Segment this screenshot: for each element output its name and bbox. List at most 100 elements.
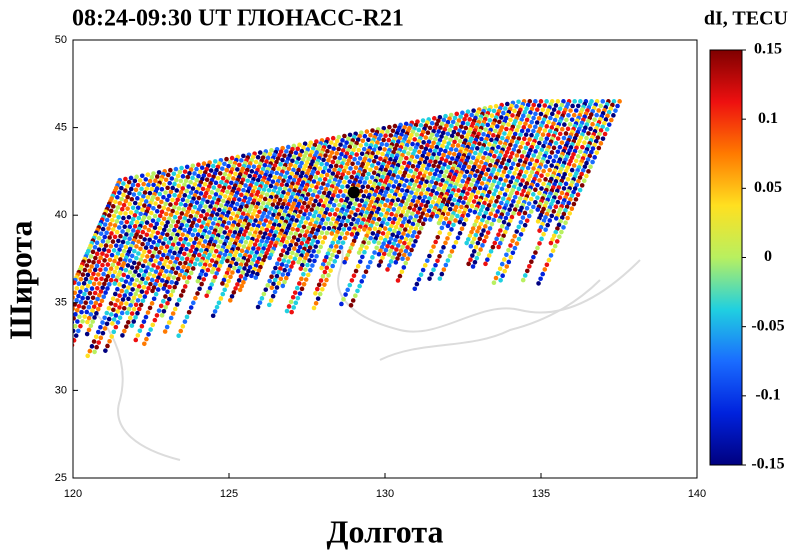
tec-dot: [182, 319, 188, 324]
tec-dot: [281, 190, 286, 195]
tec-dot: [112, 291, 118, 297]
tec-dot: [451, 244, 457, 250]
tec-dot: [449, 133, 455, 139]
tec-dot: [357, 156, 363, 161]
tec-dot: [227, 298, 233, 303]
tec-dot: [174, 210, 180, 216]
tec-dot: [380, 151, 385, 157]
tec-dot: [226, 278, 231, 284]
tec-dot: [262, 162, 268, 168]
tec-dot: [369, 175, 375, 180]
tec-dot: [459, 226, 465, 232]
tec-dot: [467, 208, 473, 213]
tec-dot: [241, 187, 246, 193]
tec-dot: [327, 212, 333, 217]
tec-dot: [404, 201, 409, 207]
tec-dot: [503, 165, 508, 171]
tec-dot: [226, 163, 231, 169]
tec-dot: [196, 173, 201, 179]
tec-dot: [167, 216, 172, 221]
tec-dot: [374, 221, 380, 227]
tec-dot: [168, 167, 173, 173]
tec-dot: [277, 152, 282, 158]
tec-dot: [146, 332, 151, 337]
tec-dot: [505, 101, 510, 107]
tec-dot: [134, 277, 140, 283]
tec-dot: [98, 243, 104, 248]
tec-dot: [442, 162, 447, 167]
tec-dot: [290, 158, 295, 164]
tec-dot: [321, 214, 327, 219]
tec-dot: [338, 222, 343, 228]
tec-dot: [88, 323, 94, 329]
tec-dot: [316, 282, 322, 288]
tec-dot: [171, 275, 177, 280]
tec-dot: [345, 184, 350, 189]
tec-dot: [317, 224, 322, 230]
tec-dot: [161, 182, 167, 187]
tec-dot: [571, 112, 577, 118]
tec-dot: [545, 159, 551, 165]
tec-dot: [369, 163, 375, 168]
tec-dot: [243, 239, 249, 245]
tec-dot: [216, 207, 222, 213]
tec-dot: [465, 109, 471, 115]
tec-dot: [295, 146, 301, 152]
tec-dot: [422, 263, 428, 268]
tec-dot: [386, 160, 392, 166]
tec-dot: [559, 126, 565, 132]
tec-dot: [140, 241, 145, 247]
tec-dot: [195, 278, 201, 284]
tec-dot: [212, 274, 218, 280]
tec-dot: [170, 231, 175, 237]
tec-dot: [611, 113, 616, 118]
tec-dot: [170, 255, 175, 260]
tec-dot: [87, 348, 93, 354]
tec-dot: [126, 179, 132, 185]
tec-dot: [207, 194, 212, 200]
tec-dot: [222, 161, 227, 167]
y-tick-label: 45: [55, 122, 67, 134]
tec-dot: [458, 183, 463, 189]
tec-dot: [263, 218, 269, 223]
tec-dot: [311, 305, 317, 311]
tec-dot: [460, 178, 466, 184]
tec-dot: [290, 294, 296, 300]
tec-dot: [559, 229, 564, 235]
tec-dot: [290, 250, 295, 256]
tec-dot: [89, 264, 94, 269]
tec-dot: [518, 132, 523, 138]
tec-dot: [335, 159, 341, 165]
tec-dot: [278, 162, 283, 167]
tec-dot: [550, 248, 556, 254]
tec-dot: [549, 213, 555, 219]
tec-dot: [365, 264, 371, 270]
tec-dot: [380, 231, 386, 236]
tec-dot: [100, 330, 106, 336]
tec-dot: [98, 255, 103, 261]
tec-dot: [425, 187, 431, 192]
tec-dot: [336, 226, 342, 231]
tec-dot: [533, 187, 538, 192]
tec-dot: [400, 128, 406, 134]
tec-dot: [128, 303, 133, 308]
tec-dot: [384, 142, 389, 148]
tec-dot: [325, 182, 330, 188]
tec-dot: [504, 252, 509, 258]
tec-dot: [192, 182, 198, 187]
tec-dot: [345, 287, 350, 293]
tec-dot: [527, 99, 533, 104]
tec-dot: [198, 169, 203, 175]
tec-dot: [487, 226, 493, 231]
tec-dot: [450, 119, 456, 125]
tec-dot: [241, 232, 247, 238]
tec-dot: [474, 255, 480, 261]
tec-dot: [104, 253, 109, 258]
tec-dot: [551, 145, 557, 151]
tec-dot: [608, 106, 614, 111]
tec-dot: [575, 103, 581, 109]
tec-dot: [431, 163, 436, 169]
tec-dot: [397, 135, 403, 141]
tec-dot: [145, 310, 151, 315]
tec-dot: [168, 202, 173, 207]
